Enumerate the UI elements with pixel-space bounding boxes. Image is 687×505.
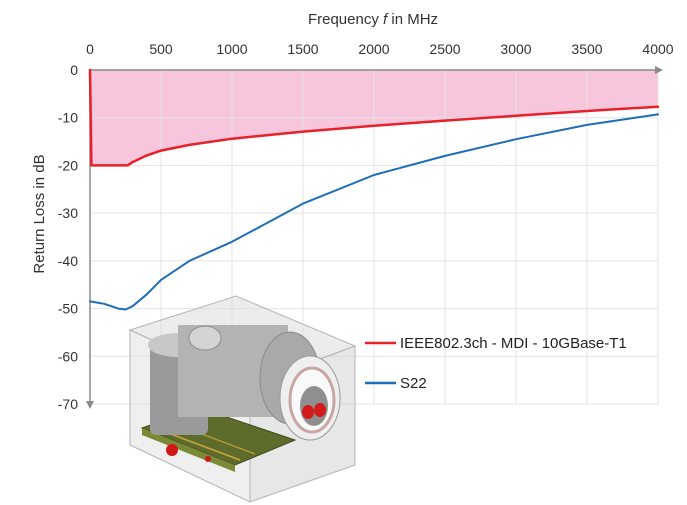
series-line-ieee-limit bbox=[88, 68, 660, 167]
x-tick-label: 4000 bbox=[642, 41, 673, 57]
x-axis-title: Frequency f in MHz bbox=[308, 11, 438, 28]
y-axis-title: Return Loss in dB bbox=[31, 154, 48, 273]
x-axis-title-symbol: f bbox=[383, 11, 389, 28]
x-tick-label: 0 bbox=[86, 41, 94, 57]
y-tick-label: -70 bbox=[58, 396, 78, 412]
x-tick-labels: 0 500 1000 1500 2000 2500 3000 3500 4000 bbox=[86, 41, 674, 57]
x-axis-title-prefix: Frequency bbox=[308, 11, 383, 28]
x-tick-label: 3000 bbox=[500, 41, 531, 57]
y-tick-label: -40 bbox=[58, 253, 78, 269]
legend: IEEE802.3ch - MDI - 10GBase-T1 S22 bbox=[365, 335, 627, 392]
y-tick-label: -30 bbox=[58, 205, 78, 221]
x-tick-label: 2500 bbox=[429, 41, 460, 57]
y-tick-labels: 0 -10 -20 -30 -40 -50 -60 -70 bbox=[58, 62, 78, 412]
x-axis-arrowhead bbox=[655, 66, 663, 74]
y-tick-label: -60 bbox=[58, 348, 78, 364]
y-tick-label: -20 bbox=[58, 157, 78, 173]
x-axis-title-suffix: in MHz bbox=[387, 11, 438, 28]
legend-label: IEEE802.3ch - MDI - 10GBase-T1 bbox=[400, 335, 627, 352]
series-line-s22 bbox=[89, 113, 659, 311]
y-tick-label: 0 bbox=[70, 62, 78, 78]
legend-label: S22 bbox=[400, 375, 427, 392]
x-tick-label: 500 bbox=[149, 41, 173, 57]
x-tick-label: 3500 bbox=[571, 41, 602, 57]
y-tick-label: -50 bbox=[58, 301, 78, 317]
x-tick-label: 2000 bbox=[358, 41, 389, 57]
x-tick-label: 1000 bbox=[216, 41, 247, 57]
connector-render-image bbox=[128, 295, 357, 503]
series-layer bbox=[88, 68, 660, 311]
x-tick-label: 1500 bbox=[287, 41, 318, 57]
y-tick-label: -10 bbox=[58, 110, 78, 126]
y-axis-arrowhead bbox=[86, 401, 94, 409]
